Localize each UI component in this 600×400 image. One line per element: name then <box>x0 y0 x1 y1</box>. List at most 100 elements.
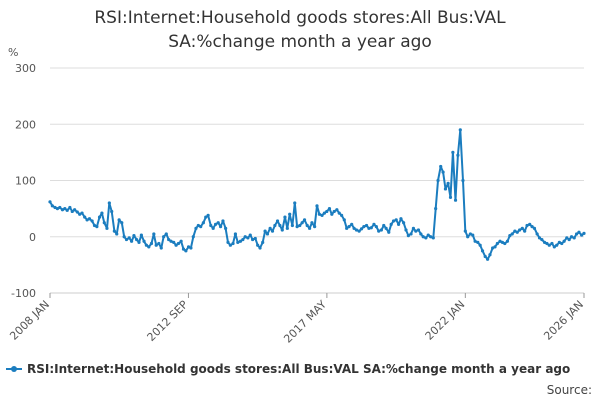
data-point[interactable] <box>298 223 302 228</box>
data-point[interactable] <box>372 222 376 226</box>
data-point[interactable] <box>90 219 94 223</box>
data-point[interactable] <box>362 225 366 229</box>
data-point[interactable] <box>157 241 161 246</box>
data-point[interactable] <box>236 240 240 244</box>
data-point[interactable] <box>453 198 458 202</box>
data-point[interactable] <box>307 226 312 230</box>
data-point[interactable] <box>582 231 586 235</box>
data-point[interactable] <box>48 200 52 204</box>
data-point[interactable] <box>107 201 111 205</box>
data-point[interactable] <box>414 229 418 233</box>
data-point[interactable] <box>364 223 369 228</box>
data-point[interactable] <box>142 239 146 243</box>
data-point[interactable] <box>290 223 294 228</box>
data-point[interactable] <box>224 226 228 230</box>
data-point[interactable] <box>374 225 378 229</box>
data-point[interactable] <box>167 237 171 242</box>
data-point[interactable] <box>505 239 510 243</box>
data-point[interactable] <box>523 229 527 233</box>
data-point[interactable] <box>557 240 561 244</box>
data-point[interactable] <box>105 226 109 230</box>
data-point[interactable] <box>211 226 215 230</box>
data-point[interactable] <box>127 236 131 240</box>
data-point[interactable] <box>473 239 477 243</box>
data-point[interactable] <box>540 237 544 242</box>
data-point[interactable] <box>147 245 151 249</box>
data-point[interactable] <box>483 254 487 259</box>
data-point[interactable] <box>495 241 499 246</box>
data-point[interactable] <box>112 229 116 233</box>
data-point[interactable] <box>191 235 195 239</box>
data-point[interactable] <box>535 232 539 236</box>
data-point[interactable] <box>144 243 149 247</box>
data-point[interactable] <box>169 239 173 243</box>
data-point[interactable] <box>434 207 438 211</box>
data-point[interactable] <box>436 178 440 183</box>
data-point[interactable] <box>384 226 388 230</box>
data-point[interactable] <box>377 229 381 233</box>
data-point[interactable] <box>293 201 297 205</box>
data-point[interactable] <box>149 241 154 246</box>
data-point[interactable] <box>164 232 168 236</box>
data-point[interactable] <box>416 228 421 232</box>
data-point[interactable] <box>325 209 329 214</box>
data-point[interactable] <box>493 245 497 249</box>
data-point[interactable] <box>411 226 416 230</box>
data-point[interactable] <box>335 208 339 212</box>
data-point[interactable] <box>154 243 158 247</box>
data-point[interactable] <box>122 235 126 239</box>
data-point[interactable] <box>577 230 581 234</box>
data-point[interactable] <box>480 249 485 253</box>
data-point[interactable] <box>515 230 519 234</box>
data-point[interactable] <box>530 225 534 229</box>
data-point[interactable] <box>226 240 230 244</box>
data-point[interactable] <box>369 226 373 230</box>
data-point[interactable] <box>283 215 287 219</box>
data-point[interactable] <box>503 241 507 246</box>
data-point[interactable] <box>181 247 186 251</box>
data-point[interactable] <box>359 227 364 231</box>
data-point[interactable] <box>396 222 401 226</box>
data-point[interactable] <box>278 223 282 228</box>
data-point[interactable] <box>485 257 490 261</box>
data-point[interactable] <box>302 218 307 222</box>
data-point[interactable] <box>337 211 341 215</box>
data-point[interactable] <box>547 243 551 247</box>
data-point[interactable] <box>394 218 398 222</box>
data-point[interactable] <box>476 240 480 244</box>
data-point[interactable] <box>285 226 289 230</box>
data-point[interactable] <box>204 215 208 219</box>
data-point[interactable] <box>550 241 554 246</box>
data-point[interactable] <box>53 205 57 210</box>
data-point[interactable] <box>120 221 124 225</box>
data-point[interactable] <box>330 212 334 216</box>
data-point[interactable] <box>354 228 359 232</box>
data-point[interactable] <box>379 228 383 232</box>
data-point[interactable] <box>261 240 265 244</box>
data-point[interactable] <box>206 213 210 217</box>
data-point[interactable] <box>508 234 512 238</box>
data-point[interactable] <box>184 249 188 253</box>
data-point[interactable] <box>456 153 460 157</box>
data-point[interactable] <box>162 235 166 239</box>
data-point[interactable] <box>78 212 82 216</box>
data-point[interactable] <box>500 240 505 244</box>
data-point[interactable] <box>305 223 309 228</box>
data-point[interactable] <box>55 207 60 211</box>
data-point[interactable] <box>443 187 448 191</box>
legend[interactable]: RSI:Internet:Household goods stores:All … <box>6 362 570 376</box>
data-point[interactable] <box>295 225 299 229</box>
data-point[interactable] <box>402 221 406 225</box>
data-point[interactable] <box>421 235 425 239</box>
data-point[interactable] <box>189 246 193 250</box>
data-point[interactable] <box>310 221 314 225</box>
data-point[interactable] <box>451 150 455 154</box>
data-point[interactable] <box>216 221 220 225</box>
data-point[interactable] <box>424 236 428 240</box>
data-point[interactable] <box>322 211 327 215</box>
data-point[interactable] <box>268 226 272 230</box>
data-point[interactable] <box>87 217 92 221</box>
data-point[interactable] <box>409 232 413 236</box>
data-point[interactable] <box>233 232 238 236</box>
data-point[interactable] <box>221 219 225 223</box>
